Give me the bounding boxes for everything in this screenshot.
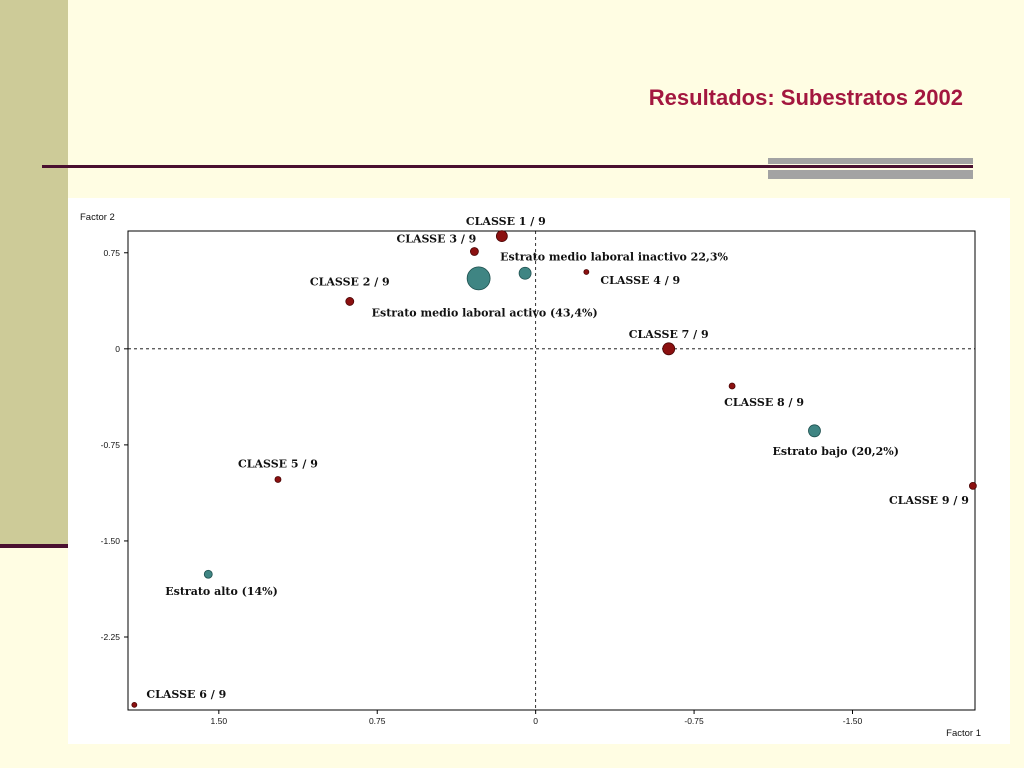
y-axis-title: Factor 2	[80, 212, 115, 223]
side-decor-band	[0, 0, 68, 545]
divider-accent-top	[768, 158, 973, 164]
x-tick-label: -1.50	[843, 716, 863, 726]
class-point	[495, 230, 508, 243]
strata-point	[518, 266, 532, 280]
class-point-label: CLASSE 8 / 9	[724, 396, 804, 409]
class-point-label: CLASSE 3 / 9	[396, 232, 476, 245]
class-point	[131, 701, 138, 708]
class-point-label: CLASSE 2 / 9	[310, 275, 390, 288]
class-point	[274, 476, 282, 483]
strata-point-label: Estrato alto (14%)	[165, 585, 278, 598]
y-tick-label: -2.25	[101, 632, 121, 642]
x-axis-title: Factor 1	[946, 728, 981, 739]
side-decor-line	[0, 544, 68, 548]
plot-frame	[127, 230, 976, 711]
x-tick-label: 0.75	[369, 716, 386, 726]
y-axis-ticks: 0.75 0 -0.75 -1.50 -2.25	[101, 248, 128, 642]
class-point	[728, 382, 736, 390]
class-point	[968, 481, 977, 490]
strata-point-label: Estrato medio laboral inactivo 22,3%	[500, 250, 728, 263]
class-point	[345, 297, 355, 306]
class-point-label: CLASSE 9 / 9	[889, 494, 969, 507]
x-tick-label: 0	[533, 716, 538, 726]
class-point-label: CLASSE 1 / 9	[466, 215, 546, 228]
class-point-label: CLASSE 4 / 9	[600, 274, 680, 287]
strata-point	[808, 424, 821, 438]
divider-accent-bottom	[768, 170, 973, 179]
chart-panel: 1.50 0.75 0 -0.75 -1.50 0.75 0 -0.75 -1.50 -2.25…	[68, 198, 1010, 744]
y-tick-label: 0	[115, 344, 120, 354]
data-points: CLASSE 1 / 9 CLASSE 2 / 9 CLASSE 3 / 9 CLAS…	[131, 215, 977, 708]
x-tick-label: 1.50	[211, 716, 228, 726]
strata-point	[203, 569, 213, 579]
class-point-label: CLASSE 7 / 9	[629, 328, 709, 341]
strata-point	[466, 266, 491, 291]
y-tick-label: -1.50	[101, 536, 121, 546]
title-divider	[42, 165, 973, 168]
class-point-label: CLASSE 6 / 9	[146, 688, 226, 701]
x-tick-label: -0.75	[684, 716, 704, 726]
strata-point-label: Estrato medio laboral activo (43,4%)	[372, 306, 598, 319]
strata-point-label: Estrato bajo (20,2%)	[772, 445, 898, 458]
class-point-label: CLASSE 5 / 9	[238, 457, 318, 470]
scatter-chart: 1.50 0.75 0 -0.75 -1.50 0.75 0 -0.75 -1.50 -2.25…	[80, 212, 981, 739]
y-tick-label: 0.75	[103, 248, 120, 258]
y-tick-label: -0.75	[101, 440, 121, 450]
x-axis-ticks: 1.50 0.75 0 -0.75 -1.50	[211, 710, 863, 726]
class-point	[583, 269, 590, 275]
slide-title: Resultados: Subestratos 2002	[648, 85, 963, 110]
class-point	[662, 342, 676, 356]
class-point	[470, 247, 479, 256]
